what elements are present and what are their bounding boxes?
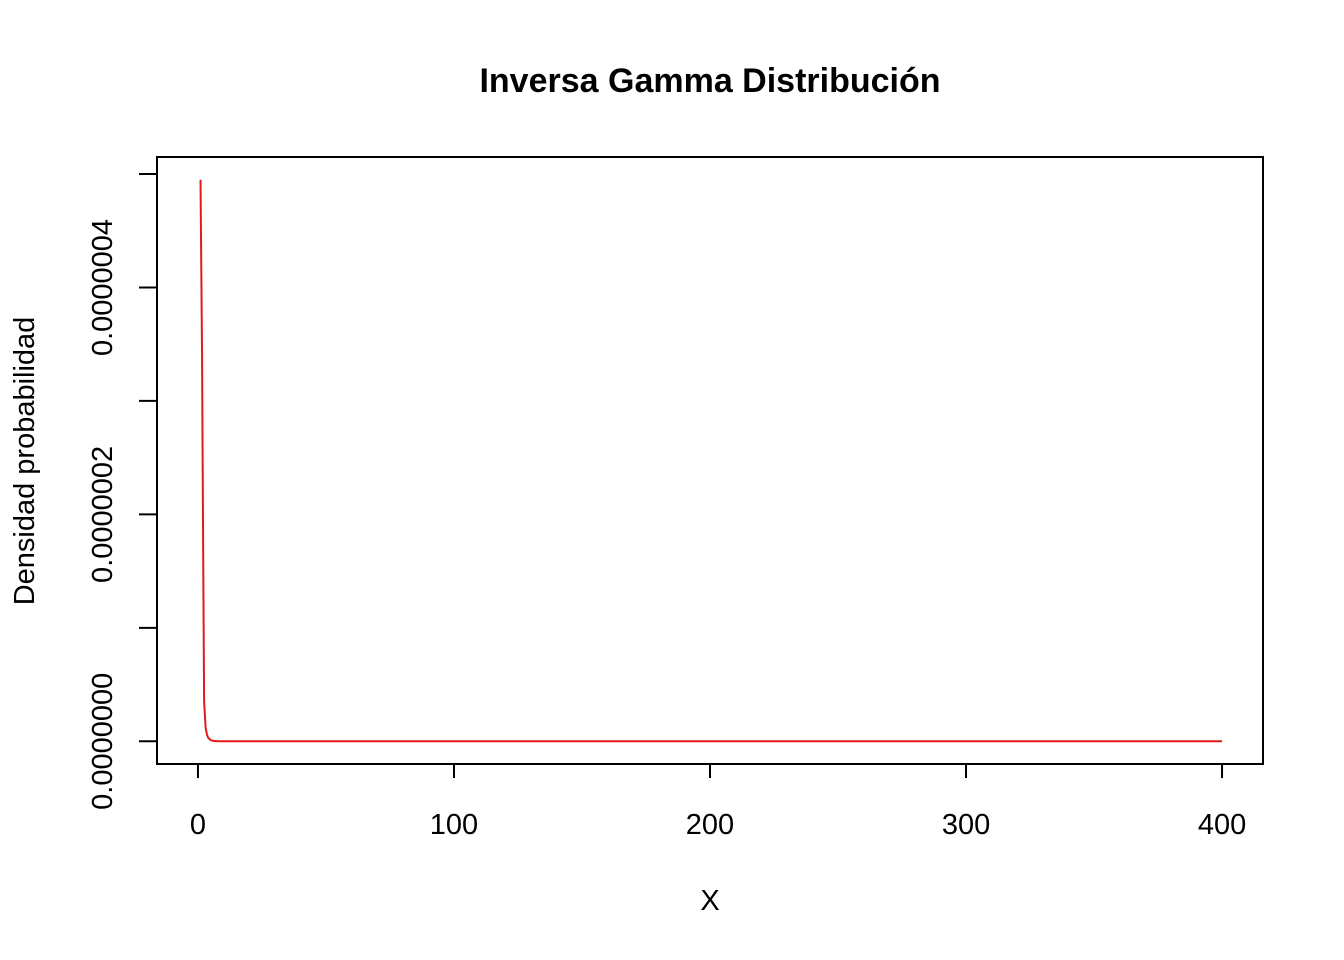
plot-frame — [156, 156, 1264, 765]
x-tick-label: 300 — [942, 809, 990, 841]
y-tick-label: 0.0000004 — [87, 219, 119, 356]
x-tick-label: 200 — [686, 809, 734, 841]
x-tick-label: 400 — [1198, 809, 1246, 841]
series-layer — [199, 179, 1223, 743]
y-tick-label: 0.0000000 — [87, 673, 119, 810]
y-axis-label: Densidad probabilidad — [9, 317, 41, 606]
x-tick-label: 100 — [430, 809, 478, 841]
x-tick-label: 0 — [190, 809, 206, 841]
density-line — [199, 179, 1223, 743]
y-axis: 0.0000000 0.0000002 0.0000004 — [87, 173, 158, 810]
x-axis: 0 100 200 300 400 — [190, 763, 1246, 841]
x-axis-label: X — [700, 885, 719, 917]
y-tick-label: 0.0000002 — [87, 446, 119, 583]
chart-title: Inversa Gamma Distribución — [479, 62, 940, 100]
